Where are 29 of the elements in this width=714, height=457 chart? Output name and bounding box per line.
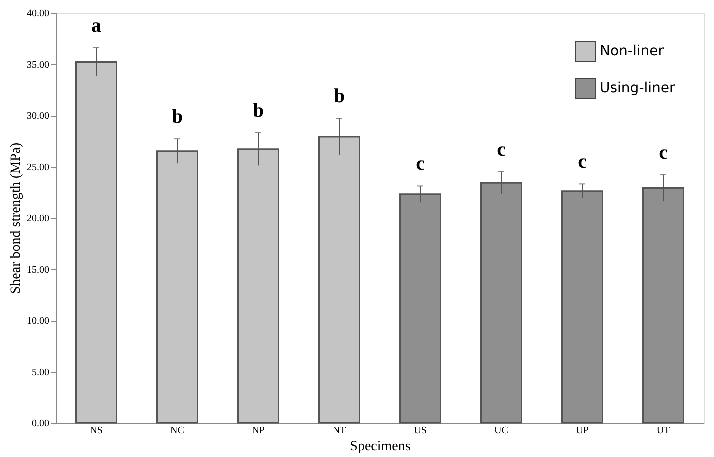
legend-label: Using-liner (600, 80, 676, 96)
x-axis-title: Specimens (350, 440, 411, 454)
y-tick-label: 35.00 (27, 60, 50, 71)
annotation: c (497, 138, 506, 161)
y-tick-label: 0.00 (32, 418, 50, 430)
y-tick-label: 40.00 (27, 8, 50, 20)
x-tick-label: NT (332, 426, 346, 436)
annotation: c (416, 153, 426, 176)
legend-label: Non-liner (600, 44, 664, 60)
x-tick-label: UC (494, 426, 509, 436)
annotation: c (659, 142, 668, 164)
annotation: a (92, 14, 102, 37)
x-tick-label: UP (576, 426, 590, 436)
x-tick-label: UT (656, 426, 670, 436)
x-tick-label: NP (252, 426, 266, 436)
y-tick-label: 15.00 (27, 264, 50, 276)
annotation: b (172, 106, 184, 128)
x-tick-label: US (414, 426, 427, 436)
annotation: b (334, 86, 346, 108)
annotation: c (578, 151, 588, 174)
y-tick-label: 20.00 (27, 214, 50, 224)
x-tick-label: NS (90, 426, 103, 436)
x-tick-label: NC (170, 426, 185, 436)
y-axis-title: Shear bond strength (MPa) (9, 142, 24, 294)
y-tick-label: 10.00 (27, 316, 50, 327)
y-tick-label: 5.00 (32, 367, 50, 378)
y-tick-label: 25.00 (27, 162, 50, 174)
annotation: b (252, 100, 264, 122)
y-tick-label: 30.00 (27, 111, 50, 122)
